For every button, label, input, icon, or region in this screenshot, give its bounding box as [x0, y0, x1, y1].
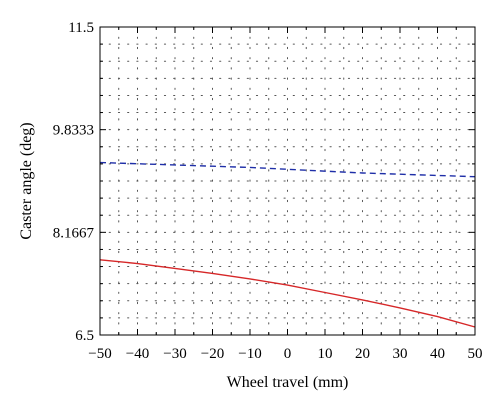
series-layer	[99, 161, 476, 328]
x-tick-label: 50	[468, 346, 483, 362]
x-tick-label: −40	[126, 346, 149, 362]
x-tick-label: −20	[201, 346, 224, 362]
tick-labels-layer: −50 −40 −30 −20 −10 0 10 20 30 40 50 6.5 8.1667 9.833…	[53, 20, 483, 362]
ticks-layer	[99, 26, 476, 336]
y-tick-label: 8.1667	[53, 225, 95, 241]
y-tick-label: 6.5	[75, 328, 94, 344]
x-tick-label: 40	[430, 346, 445, 362]
x-axis-label: Wheel travel (mm)	[227, 374, 349, 391]
series-line-solid	[99, 259, 476, 328]
x-tick-label: −50	[88, 346, 111, 362]
x-tick-label: 10	[318, 346, 333, 362]
grid-layer	[99, 26, 476, 336]
y-tick-label: 9.8333	[53, 123, 94, 139]
x-tick-label: 20	[355, 346, 370, 362]
x-tick-label: −10	[238, 346, 261, 362]
x-tick-label: −30	[163, 346, 186, 362]
x-tick-label: 30	[393, 346, 408, 362]
series-line-dashed	[99, 161, 476, 178]
y-axis-label: Caster angle (deg)	[18, 122, 35, 239]
y-tick-label: 11.5	[68, 20, 94, 36]
x-tick-label: 0	[284, 346, 292, 362]
